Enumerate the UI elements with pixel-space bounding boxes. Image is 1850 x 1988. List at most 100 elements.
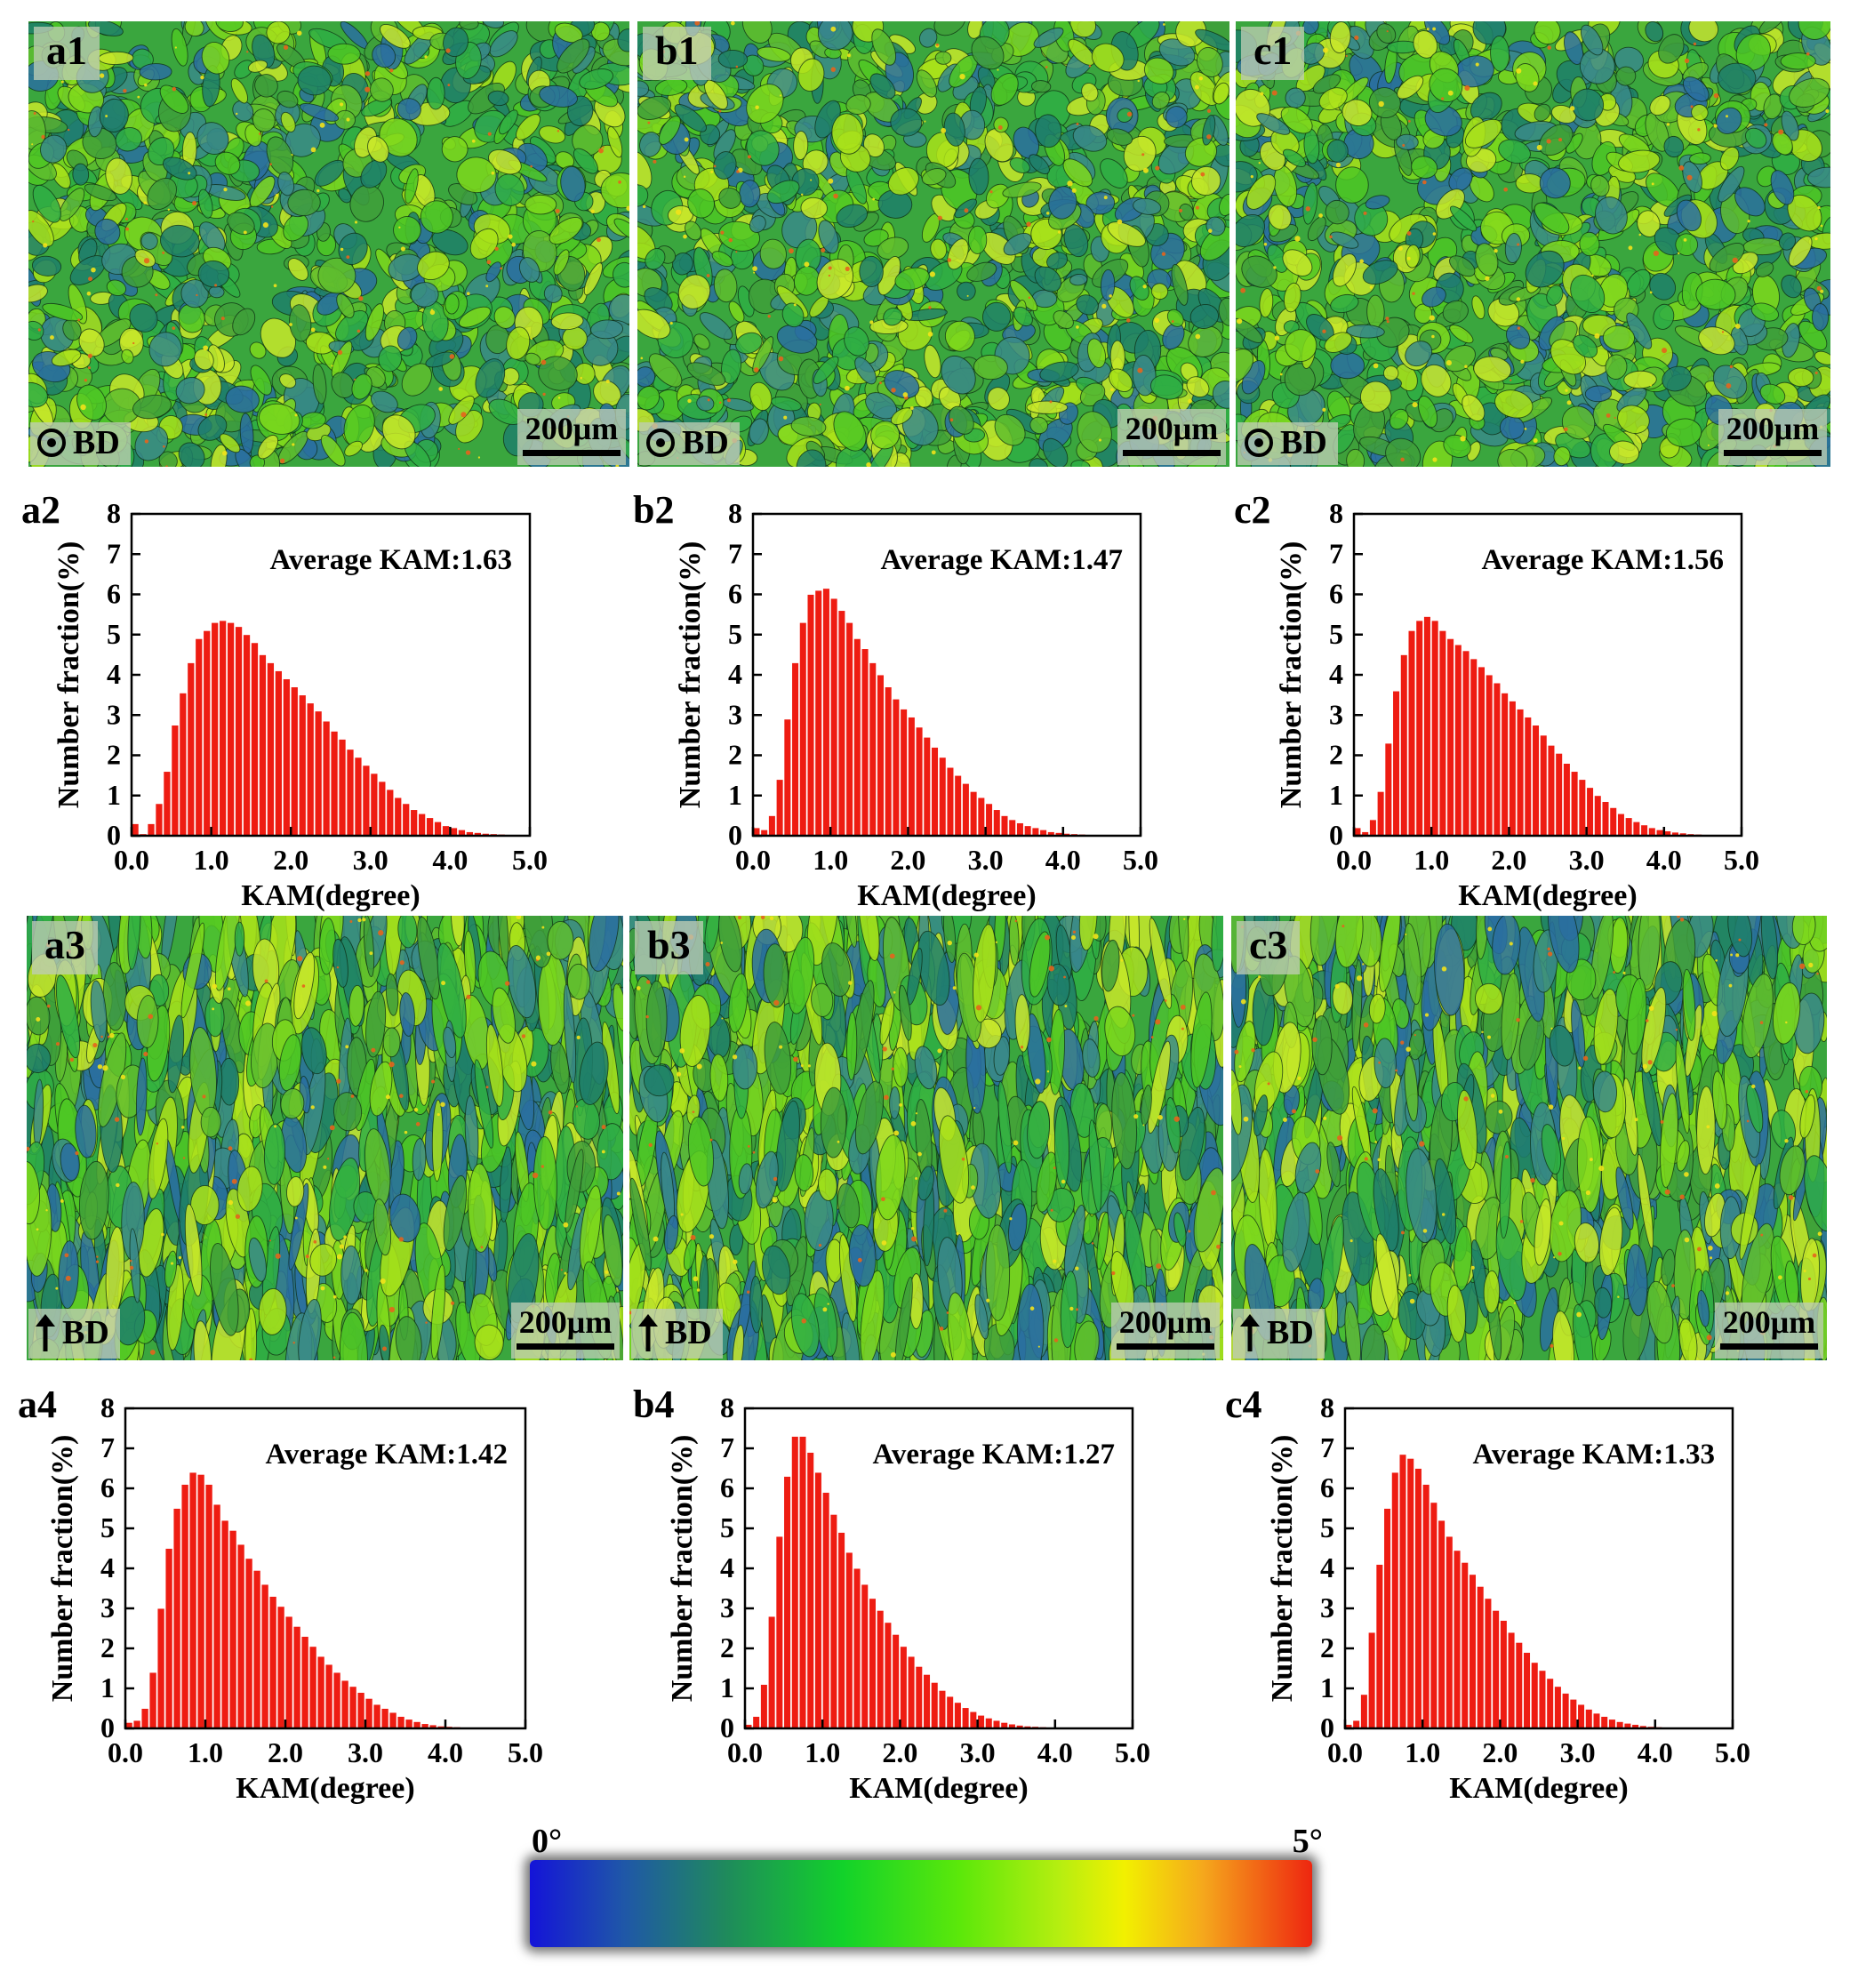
x-tick-label: 4.0 [1037,1736,1073,1768]
panel-label: a4 [18,1383,57,1426]
histogram-bar [1352,1719,1361,1729]
y-tick-label: 2 [100,1631,115,1663]
x-tick-label: 4.0 [428,1736,463,1768]
scale-bar: 200μm [1715,1303,1823,1359]
kam-map-b3: b3 BD 200μm [629,916,1223,1360]
histogram-bar [1561,1692,1570,1729]
y-tick-label: 4 [100,1551,115,1583]
histogram-bar [1499,1620,1508,1729]
histogram-bar [1608,1719,1616,1729]
histogram-bar [1553,1686,1562,1729]
x-tick-label: 3.0 [960,1736,996,1768]
y-tick-label: 2 [1320,1631,1334,1663]
x-tick-label: 0.0 [1327,1736,1363,1768]
histogram-bar [1538,1670,1547,1729]
average-kam-annotation: Average KAM:1.42 [266,1439,508,1471]
x-tick-label: 5.0 [1715,1736,1750,1768]
up-arrow-icon [1240,1314,1260,1351]
scale-bar-label: 200μm [518,1304,613,1340]
panel-label: b3 [635,921,703,974]
x-axis-label: KAM(degree) [849,1772,1028,1805]
histogram-bar [1383,1508,1391,1729]
scale-bar-line [1117,1343,1214,1350]
histogram-bar [1476,1585,1485,1729]
out-of-plane-arrow-icon [1245,429,1273,457]
direction-label: BD [62,1314,109,1351]
y-axis-label: Number fraction(%) [666,1435,699,1703]
y-tick-label: 5 [720,1511,734,1543]
y-tick-label: 6 [100,1471,115,1503]
x-tick-label: 4.0 [1646,844,1682,876]
y-tick-label: 5 [107,618,121,650]
y-tick-label: 1 [728,779,742,811]
histogram-bar [1530,1662,1539,1729]
x-tick-label: 0.0 [727,1736,763,1768]
scale-bar-label: 200μm [1118,1304,1213,1340]
histogram-bar [1422,1484,1430,1729]
y-axis-label: Number fraction(%) [674,541,707,809]
direction-label: BD [73,424,120,461]
panel-label: c3 [1237,921,1301,974]
panel-label: a2 [21,488,60,532]
histogram-bar [1484,1598,1493,1729]
histogram-bar [1445,1535,1454,1729]
y-tick-label: 3 [728,698,742,730]
panel-label: a3 [32,921,98,974]
average-kam-annotation: Average KAM:1.56 [1482,544,1724,576]
histogram-bar [1390,1471,1399,1729]
y-tick-label: 5 [1320,1511,1334,1543]
y-tick-label: 4 [1329,658,1343,690]
y-tick-label: 0 [1320,1711,1334,1744]
up-arrow-icon [638,1314,658,1351]
kam-colorbar: 0° 5° [530,1824,1323,1949]
y-tick-label: 8 [100,1391,115,1423]
x-tick-label: 5.0 [1123,844,1158,876]
x-tick-label: 5.0 [512,844,548,876]
x-tick-label: 1.0 [813,844,848,876]
histogram-bar [1359,1694,1368,1729]
scale-bar-line [1123,450,1221,456]
histogram-bar [1430,1502,1438,1729]
y-tick-label: 2 [720,1631,734,1663]
average-kam-annotation: Average KAM:1.47 [881,544,1123,576]
scale-bar-line [1724,450,1822,456]
y-tick-label: 1 [107,779,121,811]
histogram-bar [1461,1561,1470,1729]
panel-label: c1 [1241,27,1305,80]
y-tick-label: 5 [100,1511,115,1543]
histogram-bar [1398,1454,1407,1729]
x-axis-label: KAM(degree) [241,879,420,912]
build-direction-indicator: BD [1233,1309,1325,1359]
x-tick-label: 2.0 [1491,844,1526,876]
y-tick-label: 4 [720,1551,734,1583]
y-axis-label: Number fraction(%) [1275,541,1308,809]
y-axis-label: Number fraction(%) [52,541,85,809]
x-axis-label: KAM(degree) [857,879,1036,912]
histogram-bar [1569,1698,1578,1729]
y-tick-label: 4 [728,658,742,690]
x-axis-label: KAM(degree) [236,1772,414,1805]
histogram-bar [1414,1468,1422,1729]
x-tick-label: 0.0 [735,844,771,876]
y-tick-label: 6 [107,578,121,610]
kam-map-a3: a3 BD 200μm [27,916,623,1360]
panel-label: b1 [643,27,711,80]
colorbar-min-label: 0° [532,1823,563,1860]
panel-label: b2 [633,488,675,532]
x-axis-label: KAM(degree) [1449,1772,1628,1805]
y-tick-label: 6 [728,578,742,610]
y-tick-label: 4 [1320,1551,1334,1583]
histogram-bar [1546,1678,1555,1729]
y-tick-label: 2 [107,739,121,771]
scale-bar-label: 200μm [525,411,619,446]
scale-bar: 200μm [1111,1303,1220,1359]
build-direction-indicator: BD [28,1309,120,1359]
build-direction-indicator: BD [639,422,740,465]
direction-label: BD [1280,424,1327,461]
x-tick-label: 1.0 [1405,1736,1440,1768]
histogram-bar [1507,1631,1516,1729]
x-tick-label: 1.0 [1414,844,1449,876]
y-tick-label: 5 [1329,618,1343,650]
